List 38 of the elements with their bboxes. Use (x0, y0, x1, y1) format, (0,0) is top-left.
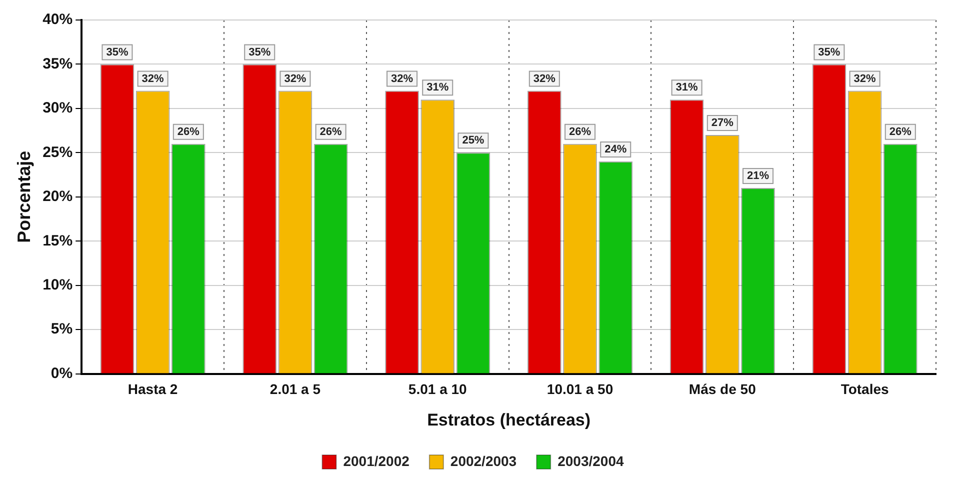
x-axis-title: Estratos (hectáreas) (427, 410, 591, 430)
x-tick-label: 5.01 a 10 (408, 381, 468, 398)
x-tick-label: Hasta 2 (128, 381, 178, 398)
data-label: 32% (391, 72, 414, 85)
data-label: 26% (320, 126, 342, 138)
x-tick-label: Totales (840, 381, 889, 398)
data-label: 32% (854, 72, 876, 85)
x-tick-label: Más de 50 (688, 381, 756, 398)
data-label: 31% (426, 82, 449, 94)
x-tick-label: 2.01 a 5 (270, 381, 321, 398)
data-label: 35% (248, 46, 271, 58)
data-label: 35% (818, 46, 840, 58)
legend-label: 2003/2004 (558, 452, 624, 469)
y-tick-label: 40% (42, 11, 73, 28)
y-tick-label: 5% (50, 320, 73, 338)
data-label: 21% (746, 170, 770, 182)
data-label: 27% (711, 117, 734, 130)
y-tick-label: 10% (42, 276, 73, 294)
y-tick-label: 15% (42, 232, 73, 250)
data-label: 25% (462, 134, 484, 147)
data-label: 32% (284, 72, 306, 85)
legend-label: 2002/2003 (450, 452, 517, 469)
data-label: 32% (533, 72, 556, 85)
x-tick-label: 10.01 a 50 (546, 381, 614, 398)
data-label: 35% (106, 46, 128, 58)
legend-label: 2001/2002 (343, 452, 410, 469)
data-label: 32% (142, 72, 164, 85)
y-tick-label: 20% (42, 188, 73, 206)
data-label: 24% (604, 144, 627, 156)
data-label: 31% (676, 82, 698, 94)
data-label: 26% (568, 126, 592, 138)
y-tick-label: 30% (42, 100, 73, 117)
y-axis-title: Porcentaje (14, 150, 34, 243)
y-tick-label: 0% (50, 364, 73, 382)
y-tick-label: 25% (42, 144, 73, 161)
data-label: 26% (889, 126, 912, 138)
data-label: 26% (177, 126, 200, 138)
y-tick-label: 35% (42, 55, 73, 72)
